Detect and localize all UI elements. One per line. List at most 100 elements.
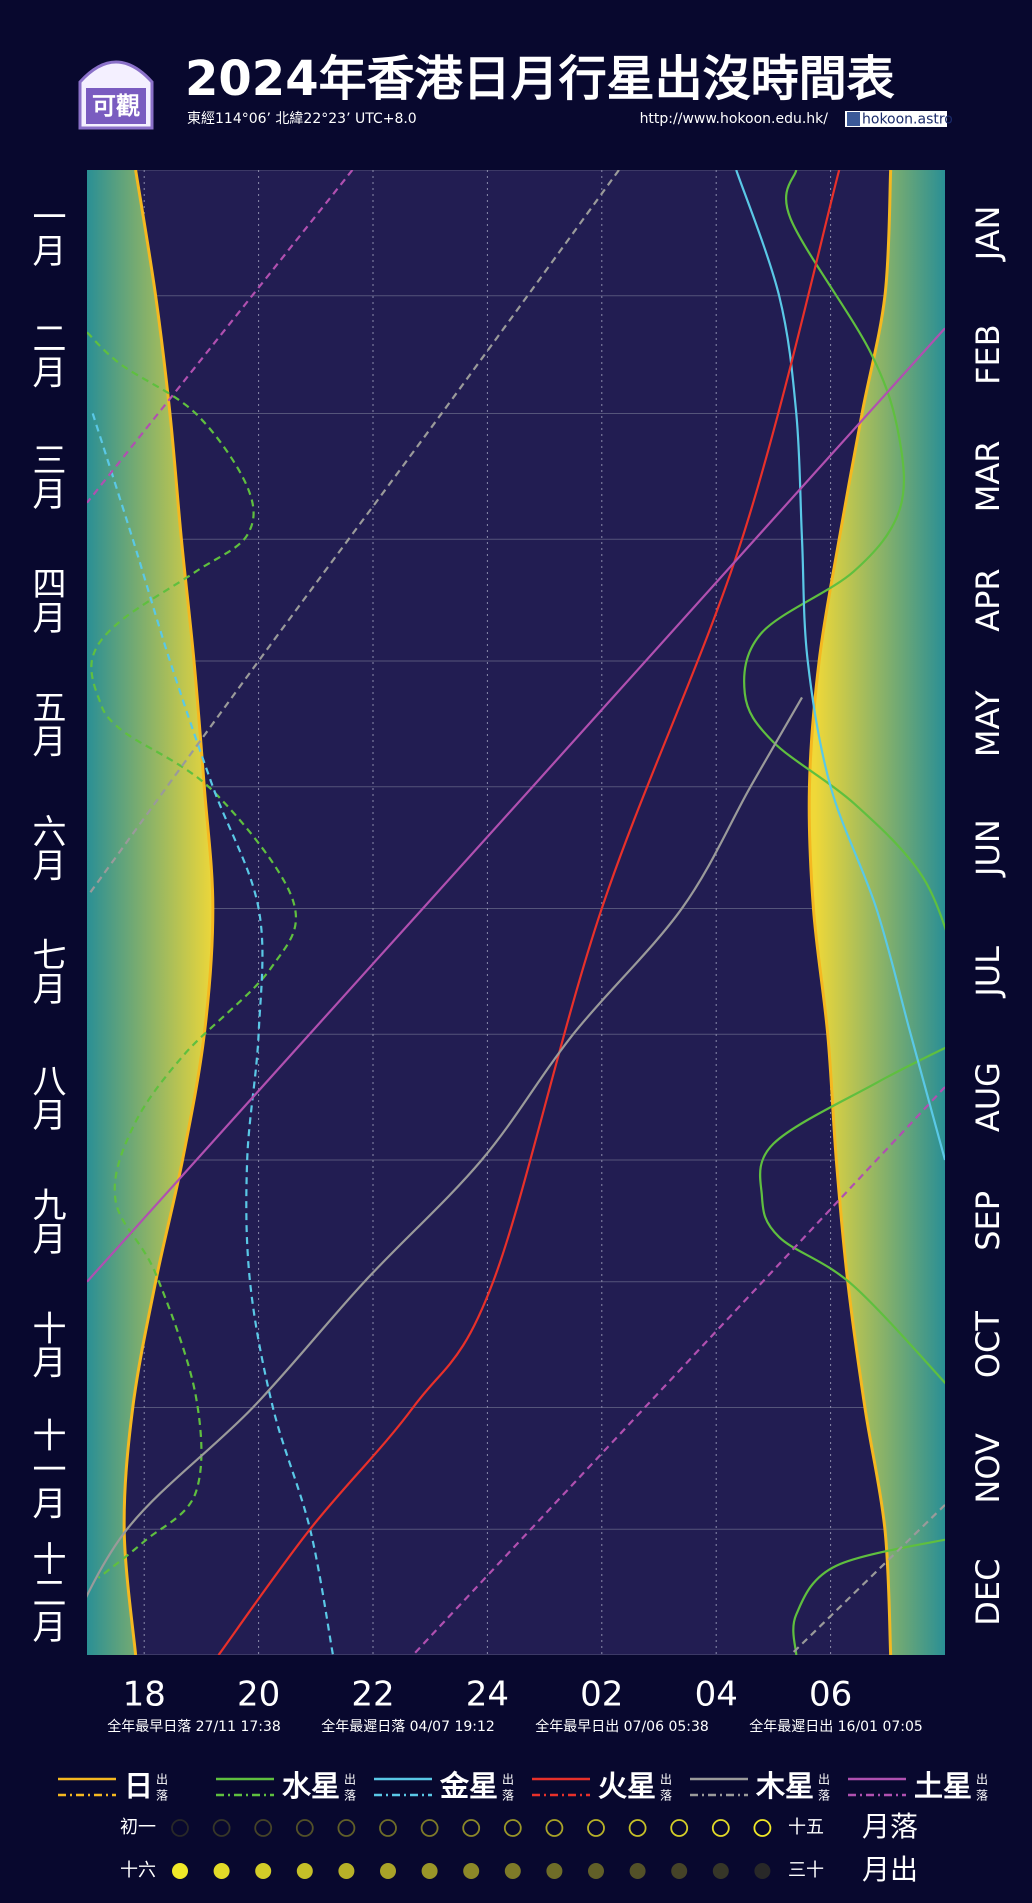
x-tick-label: 04 — [695, 1675, 738, 1715]
legend-set-label: 落 — [156, 1789, 168, 1803]
moon-set-key — [711, 1819, 730, 1837]
chart-title: 2024年香港日月行星出沒時間表 — [185, 51, 895, 107]
x-tick-label: 18 — [123, 1675, 166, 1715]
moon-set-key — [462, 1819, 481, 1837]
moon-set-key — [545, 1819, 564, 1837]
month-en: NOV — [969, 1433, 1007, 1504]
month-en: MAY — [969, 690, 1007, 757]
moon-set-key — [212, 1819, 231, 1837]
rise-line — [807, 170, 893, 1655]
month-en: JUN — [969, 819, 1007, 878]
rise-line — [217, 170, 841, 1655]
moon-rise-key — [463, 1863, 480, 1879]
moon-sixteenth: 十六 — [120, 1860, 156, 1881]
legend-set-label: 落 — [502, 1789, 514, 1803]
moon-rise-key — [296, 1863, 313, 1879]
legend-rise-label: 出 — [660, 1773, 672, 1787]
moon-set-key — [337, 1819, 356, 1837]
month-zh: 二月 — [26, 321, 66, 389]
subtitle: 東經114°06’ 北緯22°23’ UTC+8.0 — [187, 111, 417, 127]
month-en: SEP — [969, 1191, 1007, 1251]
logo: 可觀 — [78, 60, 154, 130]
month-zh: 八月 — [26, 1063, 66, 1131]
month-zh: 六月 — [26, 814, 66, 882]
legend-set-label: 落 — [660, 1789, 672, 1803]
moon-set-key — [171, 1819, 189, 1837]
moon-set-key — [670, 1819, 689, 1837]
moon-set: 月落 — [862, 1810, 918, 1843]
legend-rise-label: 出 — [156, 1773, 168, 1787]
month-en: JAN — [969, 206, 1007, 263]
month-en: JUL — [969, 946, 1007, 999]
rise-line — [743, 170, 945, 1655]
moon-rise-key — [671, 1863, 688, 1879]
legend-set-label: 落 — [818, 1789, 830, 1803]
url: http://www.hokoon.edu.hk/ — [640, 111, 829, 127]
moon-rise-key — [754, 1863, 771, 1879]
moon-fifteenth: 十五 — [788, 1817, 824, 1838]
x-tick-label: 02 — [580, 1675, 623, 1715]
extreme-note: 全年最早日落 27/11 17:38 — [107, 1718, 281, 1735]
month-en: OCT — [969, 1311, 1007, 1379]
plot — [87, 170, 945, 1655]
month-zh: 十一月 — [26, 1417, 66, 1519]
moon-rise-key — [421, 1863, 438, 1879]
month-en: AUG — [969, 1062, 1007, 1132]
moon-rise-key — [712, 1863, 729, 1879]
set-line — [122, 170, 215, 1655]
legend-rise-label: 出 — [976, 1773, 988, 1787]
overlay: 18 20 22 24 02 04 06 一月 JAN 二月 FEB 三月 MAR 四月 APR 五月 MAY 六… — [26, 199, 1007, 1886]
moon-rise-key — [380, 1863, 396, 1879]
set-line — [87, 170, 945, 1655]
legend-rise-label: 出 — [818, 1773, 830, 1787]
moon-rise-key — [255, 1863, 272, 1879]
moon-set-key — [379, 1819, 397, 1837]
moon-rise-key — [213, 1863, 230, 1879]
x-tick-label: 06 — [809, 1675, 852, 1715]
month-zh: 七月 — [26, 937, 66, 1005]
set-line — [89, 170, 945, 1655]
moon-set-key — [420, 1819, 439, 1837]
month-zh: 十二月 — [26, 1541, 66, 1643]
legend-rise-label: 出 — [502, 1773, 514, 1787]
rise-line — [87, 327, 945, 1283]
month-zh: 一月 — [26, 199, 66, 267]
month-en: DEC — [969, 1559, 1007, 1626]
extreme-note: 全年最遲日出 16/01 07:05 — [749, 1718, 923, 1735]
legend-name: 土星 — [914, 1769, 972, 1803]
legend-name: 金星 — [439, 1769, 498, 1803]
moon-thirtieth: 三十 — [788, 1860, 824, 1881]
x-tick-label: 24 — [466, 1675, 509, 1715]
extreme-note: 全年最早日出 07/06 05:38 — [535, 1718, 709, 1735]
rise-line — [735, 170, 945, 1161]
facebook-box — [845, 111, 947, 127]
moon-set-key — [295, 1819, 314, 1837]
moon-set-key — [753, 1819, 772, 1837]
moon-set-key — [254, 1819, 273, 1837]
facebook-icon — [847, 112, 860, 126]
month-en: FEB — [969, 324, 1007, 385]
month-zh: 四月 — [26, 566, 66, 634]
legend-name: 火星 — [598, 1769, 656, 1803]
moon-rise-key — [588, 1863, 604, 1879]
set-line — [91, 413, 335, 1655]
month-en: MAR — [969, 440, 1007, 512]
month-zh: 九月 — [26, 1187, 66, 1255]
month-zh: 十月 — [26, 1311, 66, 1379]
facebook: hokoon.astro — [862, 112, 953, 128]
logo-text: 可觀 — [92, 92, 140, 120]
moon-rise-key — [629, 1863, 646, 1879]
month-zh: 五月 — [26, 690, 66, 758]
legend-name: 日 — [124, 1769, 153, 1803]
legend-rise-label: 出 — [344, 1773, 356, 1787]
moon-rise: 月出 — [862, 1853, 918, 1886]
x-tick-label: 20 — [237, 1675, 280, 1715]
x-tick-label: 22 — [351, 1675, 394, 1715]
legend-name: 木星 — [755, 1769, 814, 1803]
moon-rise-key — [172, 1863, 188, 1879]
moon-rise-key — [338, 1863, 355, 1879]
rise-line — [87, 696, 803, 1598]
month-en: APR — [969, 568, 1007, 631]
month-zh: 三月 — [26, 442, 66, 510]
